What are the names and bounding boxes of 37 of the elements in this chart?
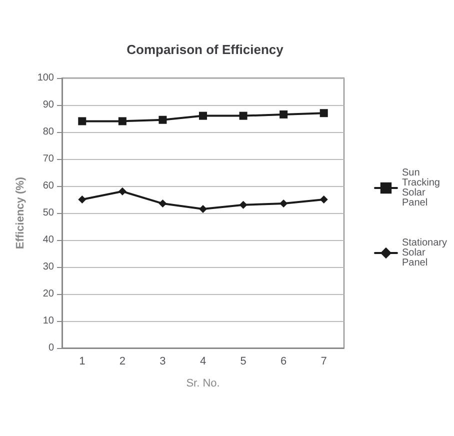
x-tick-label: 1 xyxy=(79,356,86,368)
y-tick-label: 50 xyxy=(42,208,54,218)
y-tick-label: 60 xyxy=(42,180,54,192)
y-tick-label: 100 xyxy=(37,72,54,84)
point xyxy=(320,196,328,204)
y-tick-label: 10 xyxy=(42,316,54,326)
point xyxy=(199,204,207,213)
x-tick-label: 7 xyxy=(320,356,327,368)
point xyxy=(118,117,126,126)
x-axis-title: Sr. No. xyxy=(186,378,220,390)
point xyxy=(239,112,248,120)
y-tick-label: 90 xyxy=(42,100,54,110)
y-tick-label: 30 xyxy=(42,262,54,272)
y-tick-label: 70 xyxy=(42,154,54,164)
point xyxy=(158,116,167,124)
point xyxy=(118,187,126,196)
chart-title: Comparison of Efficiency xyxy=(126,42,284,57)
x-tick-label: 6 xyxy=(280,356,287,368)
y-tick-label: 0 xyxy=(48,342,54,354)
x-tick-label: 5 xyxy=(240,356,246,368)
legend-label: Sun Tracking Solar Panel xyxy=(402,168,440,208)
x-tick-label: 2 xyxy=(119,356,126,368)
point xyxy=(320,109,328,118)
x-tick-label: 3 xyxy=(160,356,166,368)
y-axis-title: Efficiency (%) xyxy=(14,176,26,250)
point xyxy=(239,200,248,209)
point xyxy=(78,196,86,204)
point xyxy=(280,200,288,208)
y-tick-label: 80 xyxy=(42,126,54,138)
point xyxy=(158,200,167,208)
y-tick-label: 20 xyxy=(42,288,54,300)
legend-label: Stationary Solar Panel xyxy=(402,238,448,268)
point xyxy=(199,112,207,120)
point xyxy=(280,110,288,118)
point xyxy=(78,117,86,126)
y-tick-label: 40 xyxy=(42,234,54,246)
x-tick-label: 4 xyxy=(200,356,206,368)
